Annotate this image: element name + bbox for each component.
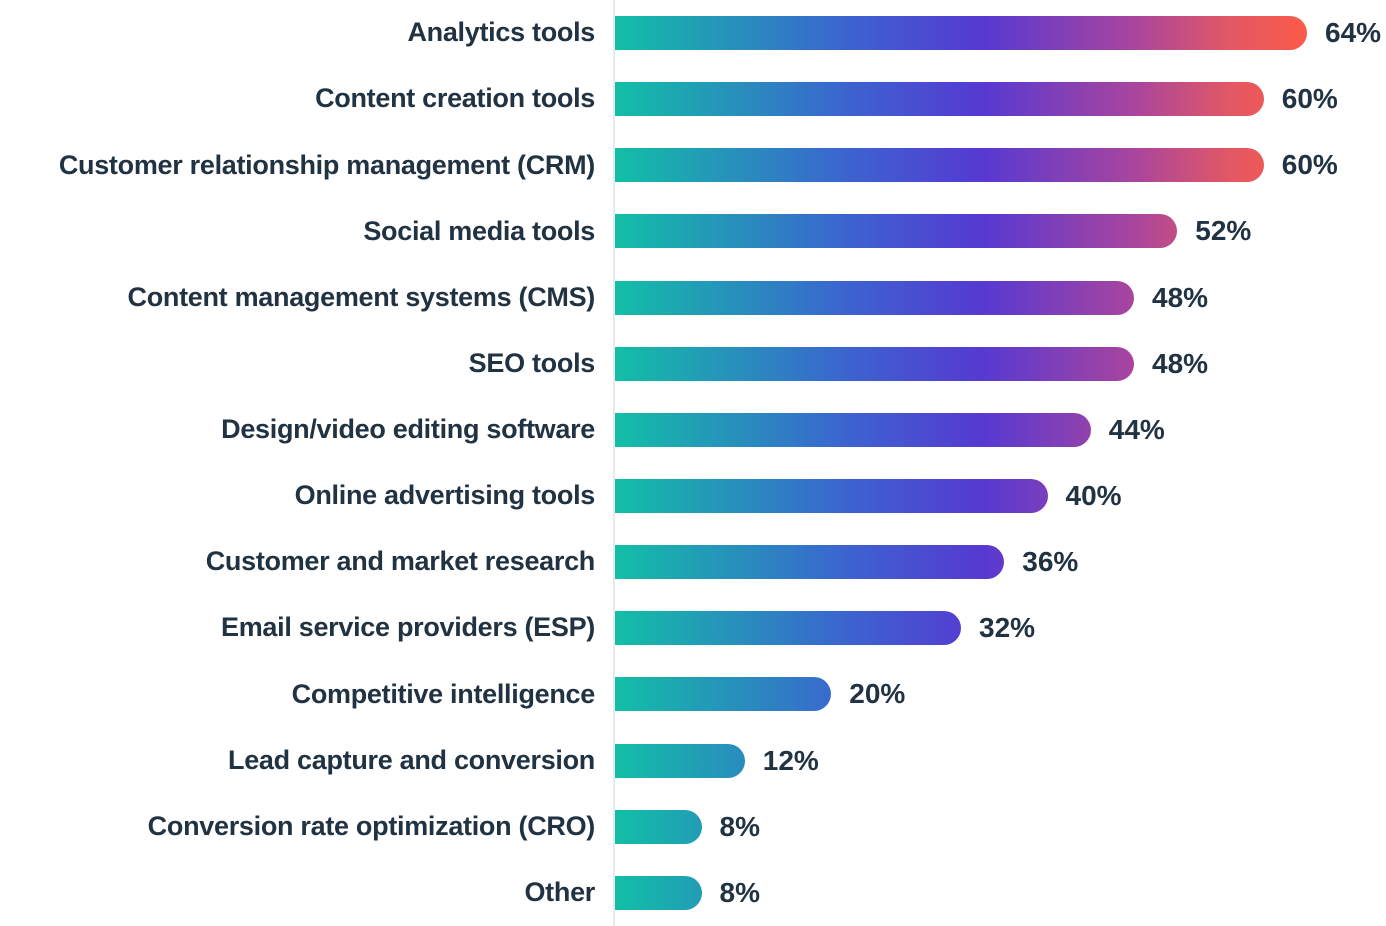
chart-row: Design/video editing software 44% — [0, 396, 1386, 463]
value-label: 52% — [1195, 215, 1252, 247]
bar — [615, 214, 1178, 249]
chart-row: SEO tools 48% — [0, 330, 1386, 397]
category-label: Customer relationship management (CRM) — [58, 149, 595, 180]
chart-row: Conversion rate optimization (CRO) 8% — [0, 793, 1386, 860]
category-label: Analytics tools — [407, 17, 595, 48]
bar-area: 60% — [613, 66, 1386, 133]
chart-row: Email service providers (ESP) 32% — [0, 595, 1386, 662]
category-label: Design/video editing software — [221, 414, 595, 445]
category-label: Content management systems (CMS) — [127, 281, 596, 312]
bar — [615, 479, 1048, 514]
value-label: 44% — [1108, 413, 1165, 445]
bar-area: 52% — [613, 198, 1386, 265]
bar-area: 36% — [613, 529, 1386, 596]
bar — [615, 809, 702, 844]
bar — [615, 280, 1134, 315]
chart-row: Analytics tools 64% — [0, 0, 1386, 67]
category-label: Lead capture and conversion — [228, 744, 595, 775]
bar-area: 8% — [613, 859, 1386, 926]
value-label: 32% — [979, 612, 1036, 644]
bar-area: 64% — [613, 0, 1386, 67]
bar-area: 20% — [613, 661, 1386, 728]
value-label: 60% — [1281, 149, 1338, 181]
category-label: Conversion rate optimization (CRO) — [147, 810, 596, 841]
value-label: 60% — [1281, 83, 1338, 115]
chart-row: Competitive intelligence 20% — [0, 661, 1386, 728]
chart-row: Social media tools 52% — [0, 198, 1386, 265]
chart-row: Customer relationship management (CRM) 60… — [0, 132, 1386, 199]
chart-row: Lead capture and conversion 12% — [0, 727, 1386, 794]
value-label: 36% — [1022, 546, 1079, 578]
chart-row: Content management systems (CMS) 48% — [0, 264, 1386, 331]
value-label: 12% — [762, 744, 819, 776]
chart-row: Online advertising tools 40% — [0, 462, 1386, 530]
category-label: Online advertising tools — [294, 480, 596, 511]
chart-row: Other 8% — [0, 859, 1386, 926]
chart-row: Customer and market research 36% — [0, 529, 1386, 596]
category-label: Customer and market research — [205, 546, 596, 577]
bar — [615, 412, 1091, 447]
bar-area: 12% — [613, 727, 1386, 794]
bar — [615, 82, 1264, 117]
bar-area: 60% — [613, 132, 1386, 199]
value-label: 48% — [1152, 347, 1209, 379]
category-label: SEO tools — [468, 347, 596, 378]
category-label: Other — [524, 877, 595, 908]
category-label: Content creation tools — [315, 83, 595, 114]
bar-area: 48% — [613, 264, 1386, 331]
value-label: 40% — [1065, 480, 1122, 512]
bar-area: 48% — [613, 330, 1386, 397]
value-label: 64% — [1325, 17, 1382, 49]
bar-area: 44% — [613, 396, 1386, 463]
value-label: 8% — [719, 876, 760, 908]
bar — [615, 148, 1264, 183]
bar — [615, 743, 745, 778]
bar — [615, 677, 832, 712]
bar-area: 8% — [613, 793, 1386, 860]
chart-row: Content creation tools 60% — [0, 66, 1386, 133]
bar — [615, 545, 1005, 580]
bar — [615, 875, 702, 910]
bar — [615, 346, 1134, 381]
value-label: 20% — [849, 678, 906, 710]
value-label: 8% — [719, 810, 760, 842]
bar — [615, 611, 961, 646]
bar-area: 32% — [613, 595, 1386, 662]
bar — [615, 16, 1307, 51]
category-label: Social media tools — [363, 215, 595, 246]
value-label: 48% — [1152, 281, 1209, 313]
category-label: Email service providers (ESP) — [221, 612, 595, 643]
bar-area: 40% — [613, 462, 1386, 530]
category-label: Competitive intelligence — [291, 678, 596, 709]
